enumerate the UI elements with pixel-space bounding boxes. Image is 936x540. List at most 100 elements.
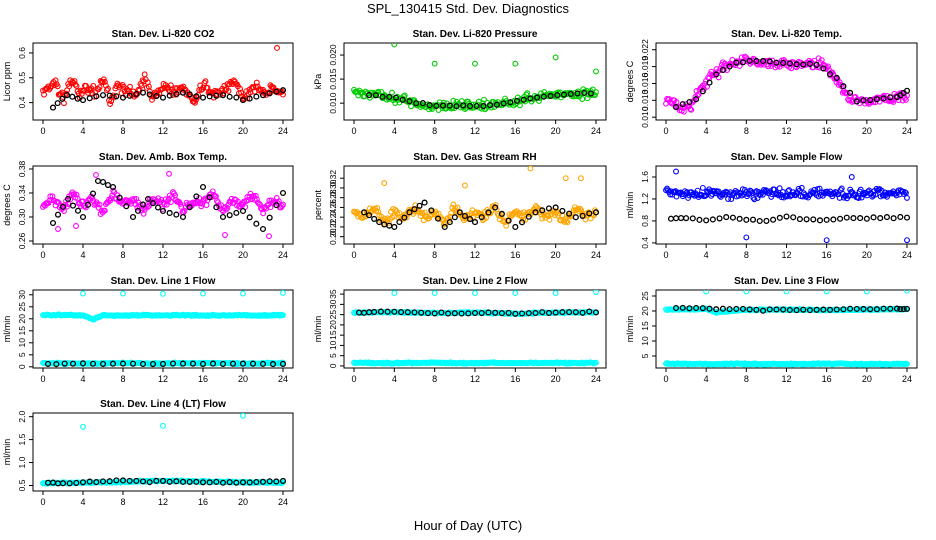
y-axis-label: ml/min (313, 316, 323, 343)
overlay-point (54, 480, 62, 487)
overlay-point (545, 205, 552, 212)
outlier-point (461, 182, 468, 189)
overlay-point (166, 478, 173, 485)
overlay-point (813, 306, 820, 313)
overlay-point (863, 215, 870, 222)
data-point (245, 197, 252, 203)
x-tick-label: 0 (40, 374, 45, 384)
data-point (516, 102, 523, 109)
outlier-point (280, 290, 286, 296)
overlay-point (554, 92, 561, 99)
overlay-point (770, 216, 777, 223)
plot-area (40, 290, 287, 368)
overlay-point (213, 92, 220, 99)
overlay-point (199, 360, 207, 367)
x-tick-label: 4 (392, 374, 397, 384)
overlay-point (401, 214, 408, 221)
overlay-point (837, 215, 844, 222)
chart-panel-6: Stan. Dev. Sample Flow ml/min 0 4 8 12 16 20 24 0… (625, 152, 918, 260)
outlier-point (391, 290, 398, 297)
overlay-point (229, 360, 237, 367)
data-point (375, 208, 382, 215)
overlay-point (213, 478, 220, 485)
overlay-point (149, 361, 157, 368)
overlay-point (667, 215, 675, 222)
plot-area (663, 290, 911, 368)
y-tick-label: 0.010 (328, 92, 338, 114)
overlay-point (766, 58, 773, 65)
overlay-point (552, 309, 559, 316)
overlay-point (193, 193, 200, 200)
overlay-point (273, 88, 280, 95)
x-tick-label: 16 (510, 250, 520, 260)
overlay-point (867, 96, 874, 104)
data-point (214, 197, 220, 204)
data-point (141, 71, 148, 78)
y-axis-label: degrees C (2, 184, 12, 226)
overlay-point (386, 222, 393, 229)
data-point (170, 91, 176, 98)
y-tick-label: 0.32 (328, 170, 338, 187)
chart-panel-4: Stan. Dev. Amb. Box Temp. degrees C 0 4 8 12 1… (2, 152, 294, 260)
data-point (103, 87, 110, 94)
x-tick-label: 0 (351, 374, 356, 384)
x-tick-label: 24 (902, 250, 912, 260)
x-tick-label: 0 (663, 374, 668, 384)
overlay-point (106, 92, 113, 99)
overlay-point (99, 178, 107, 186)
x-tick-label: 12 (781, 374, 791, 384)
overlay-point (159, 207, 167, 215)
data-point (688, 106, 695, 113)
overlay-point (823, 216, 830, 223)
overlay-point (253, 220, 260, 227)
x-tick-label: 24 (591, 374, 601, 384)
overlay-point (119, 477, 127, 484)
overlay-point (119, 94, 127, 101)
overlay-point (53, 361, 60, 368)
overlay-point (723, 214, 730, 221)
overlay-point (559, 309, 566, 316)
overlay-point (179, 89, 187, 96)
overlay-point (686, 305, 693, 312)
outlier-point (240, 413, 246, 419)
data-point (890, 99, 897, 105)
overlay-point (800, 61, 807, 68)
overlay-point (749, 216, 757, 223)
overlay-point (579, 212, 586, 219)
y-tick-label: 2.0 (17, 410, 27, 422)
x-tick-label: 8 (432, 126, 437, 136)
data-point (107, 101, 114, 108)
overlay-point (411, 309, 418, 316)
overlay-point (173, 211, 180, 218)
data-point (524, 90, 531, 96)
overlay-point (739, 305, 747, 312)
overlay-point (696, 216, 703, 223)
overlay-point (763, 217, 770, 224)
data-point (564, 219, 571, 226)
overlay-point (699, 305, 706, 312)
y-tick-label: 10 (17, 338, 27, 348)
data-point (579, 96, 586, 102)
overlay-point (391, 308, 398, 315)
y-tick-label: 10 (328, 340, 338, 350)
data-point (448, 210, 455, 217)
plot-frame (655, 289, 918, 369)
x-tick-label: 20 (862, 374, 872, 384)
chart-title: Stan. Dev. Li-820 Temp. (731, 29, 842, 40)
overlay-point (239, 360, 247, 367)
overlay-point (485, 209, 492, 216)
outlier-point (552, 290, 559, 297)
data-point (752, 189, 759, 196)
data-point (71, 78, 78, 84)
outlier-point (222, 232, 228, 238)
overlay-point (99, 478, 107, 485)
data-point (518, 210, 524, 217)
overlay-point (199, 94, 207, 101)
overlay-point (149, 200, 157, 207)
plot-frame (343, 289, 607, 369)
overlay-point (84, 201, 92, 208)
y-tick-label: 15 (17, 326, 27, 336)
y-axis-label: degrees C (625, 60, 635, 102)
data-point (811, 186, 818, 193)
overlay-point (113, 93, 120, 100)
